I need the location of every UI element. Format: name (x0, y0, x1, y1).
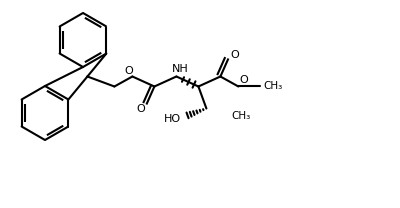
Text: NH: NH (172, 64, 189, 74)
Text: O: O (230, 51, 239, 61)
Text: O: O (239, 76, 248, 85)
Text: O: O (124, 67, 133, 77)
Text: O: O (136, 104, 145, 114)
Text: CH₃: CH₃ (232, 111, 251, 121)
Text: CH₃: CH₃ (264, 82, 283, 92)
Text: HO: HO (164, 114, 181, 125)
